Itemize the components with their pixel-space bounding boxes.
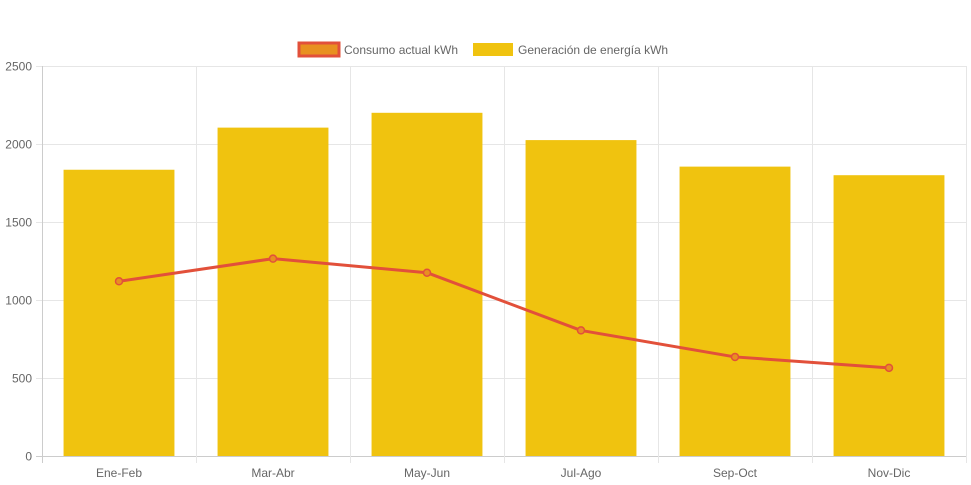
y-tick-label: 500	[12, 372, 32, 386]
x-tick-label: Nov-Dic	[868, 466, 911, 480]
point-consumo	[730, 352, 740, 362]
point-consumo	[576, 326, 586, 335]
grid	[36, 66, 967, 463]
point-consumo	[422, 268, 432, 277]
bar-generacion	[525, 140, 637, 456]
y-tick-label: 2000	[5, 138, 32, 152]
legend: Consumo actual kWh Generación de energía…	[297, 41, 668, 58]
bar-generacion	[63, 169, 175, 457]
x-axis: Ene-Feb Mar-Abr May-Jun Jul-Ago Sep-Oct Nov-D…	[96, 466, 910, 480]
line-consumo	[114, 254, 894, 373]
y-tick-label: 1000	[5, 294, 32, 308]
x-tick-label: Sep-Oct	[713, 466, 758, 480]
y-tick-label: 0	[25, 450, 32, 464]
x-tick-label: May-Jun	[404, 466, 450, 480]
y-tick-label: 2500	[5, 60, 32, 74]
bar-generacion	[371, 112, 483, 457]
y-axis: 0 500 1000 1500 2000 2500	[5, 60, 32, 464]
point-consumo	[268, 254, 278, 263]
bar-generacion	[679, 166, 791, 456]
bars-generacion	[63, 112, 945, 457]
bar-generacion	[217, 127, 329, 457]
x-tick-label: Ene-Feb	[96, 466, 142, 480]
y-tick-label: 1500	[5, 216, 32, 230]
x-tick-label: Jul-Ago	[561, 466, 602, 480]
legend-swatch-generacion[interactable]	[473, 43, 513, 56]
legend-swatch-consumo[interactable]	[297, 41, 341, 58]
legend-label-consumo[interactable]: Consumo actual kWh	[344, 43, 458, 57]
legend-label-generacion[interactable]: Generación de energía kWh	[518, 43, 668, 57]
point-consumo	[884, 363, 894, 373]
point-consumo	[114, 277, 124, 286]
x-tick-label: Mar-Abr	[251, 466, 294, 480]
bar-generacion	[833, 175, 945, 456]
line-series-consumo	[118, 257, 890, 370]
